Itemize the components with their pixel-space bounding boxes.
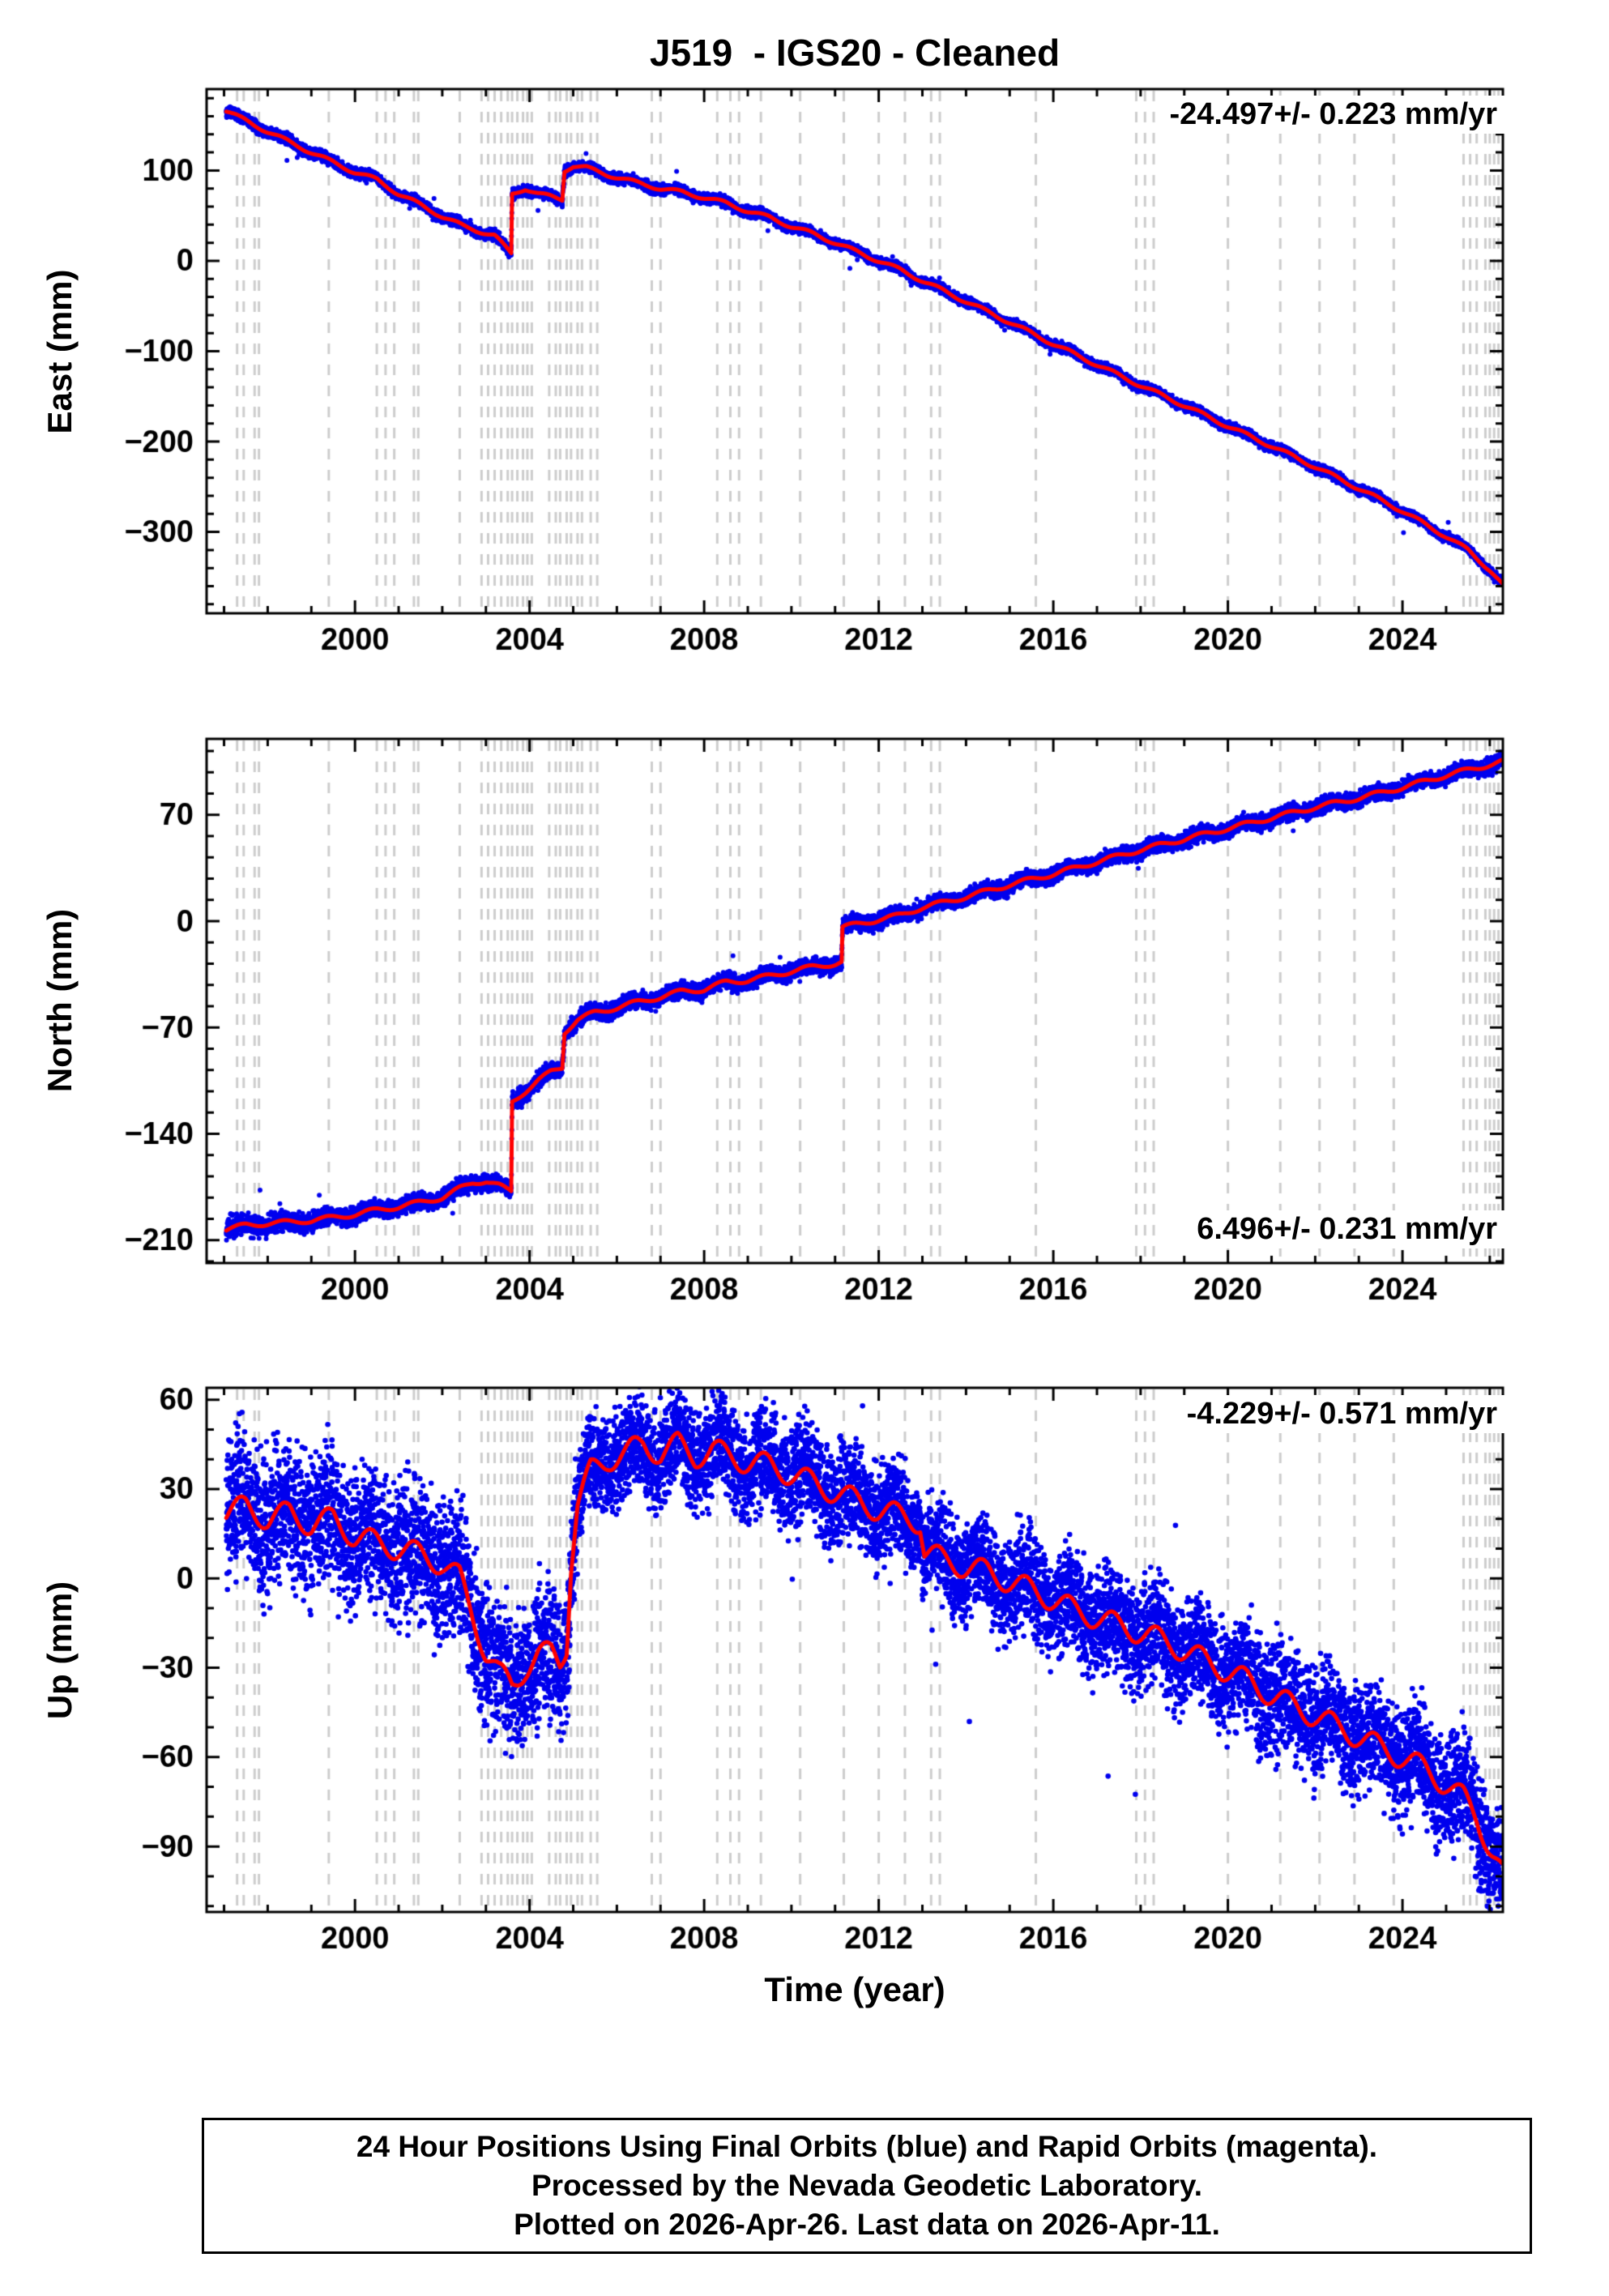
caption-line-dates: Plotted on 2026-Apr-26. Last data on 202… <box>514 2208 1220 2241</box>
north-axis-label: North (mm) <box>41 908 79 1093</box>
east-rate-label: -24.497+/- 0.223 mm/yr <box>1161 96 1505 134</box>
east-axis-label: East (mm) <box>41 269 79 434</box>
north-rate-label: 6.496+/- 0.231 mm/yr <box>1189 1210 1505 1248</box>
caption-line-processed: Processed by the Nevada Geodetic Laborat… <box>531 2169 1202 2202</box>
page-title: J519 - IGS20 - Cleaned <box>649 32 1061 74</box>
caption-line-orbits: 24 Hour Positions Using Final Orbits (bl… <box>356 2130 1378 2163</box>
up-axis-label: Up (mm) <box>41 1581 79 1720</box>
up-rate-label: -4.229+/- 0.571 mm/yr <box>1178 1395 1505 1433</box>
time-axis-label: Time (year) <box>764 1970 945 2008</box>
caption-box: 24 Hour Positions Using Final Orbits (bl… <box>202 2118 1532 2254</box>
